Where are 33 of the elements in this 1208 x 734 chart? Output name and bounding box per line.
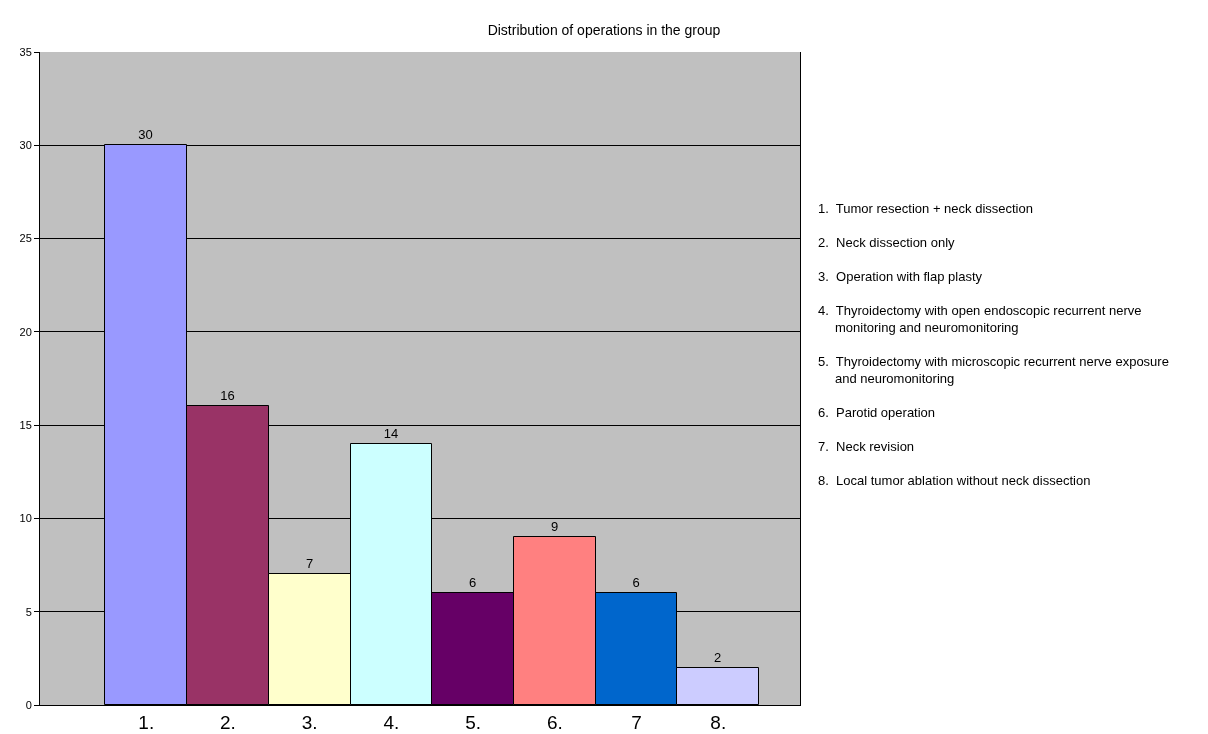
y-tick-label: 25 [19, 232, 32, 245]
y-tick-label: 35 [19, 45, 32, 58]
x-tick-label: 1. [138, 711, 155, 733]
data-label: 30 [138, 126, 153, 142]
y-tick-label: 20 [19, 325, 32, 338]
data-label: 7 [305, 555, 314, 571]
x-tick-label: 2. [220, 711, 236, 733]
data-label: 14 [383, 425, 399, 441]
y-tick-label: 15 [19, 418, 32, 431]
y-tick-label: 30 [19, 139, 32, 152]
text: 2. Neck dissection only [818, 234, 956, 251]
text: 7. Neck revision [818, 438, 916, 455]
data-label: 6 [468, 574, 477, 590]
data-label: 16 [220, 387, 235, 403]
x-tick-label: 5. [465, 711, 482, 733]
text: 3. Operation with flap plasty [818, 268, 984, 285]
y-tick-label: 0 [25, 698, 32, 711]
text: 8. Local tumor ablation without neck dissection [818, 472, 1092, 489]
data-label: 2 [713, 649, 722, 665]
y-tick-label: 10 [19, 512, 32, 525]
x-tick-label: 4. [383, 711, 400, 733]
y-tick-label: 5 [25, 605, 32, 618]
data-label: 6 [632, 574, 640, 590]
data-label: 9 [550, 518, 559, 534]
text: 1. Tumor resection + neck dissection [818, 200, 1034, 217]
x-tick-label: 7 [631, 711, 642, 733]
text: 5. Thyroidectomy with microscopic recurrent nerve exposure and neuromonitoring [818, 353, 1170, 387]
x-tick-label: 6. [546, 711, 563, 733]
chart-title: Distribution of operations in the group [487, 22, 721, 39]
x-tick-label: 8. [710, 711, 727, 733]
x-tick-label: 3. [301, 711, 318, 733]
text: 6. Parotid operation [818, 404, 937, 421]
text: 4. Thyroidectomy with open endoscopic recurrent nerve monitoring and neuromonitoring [818, 302, 1143, 336]
